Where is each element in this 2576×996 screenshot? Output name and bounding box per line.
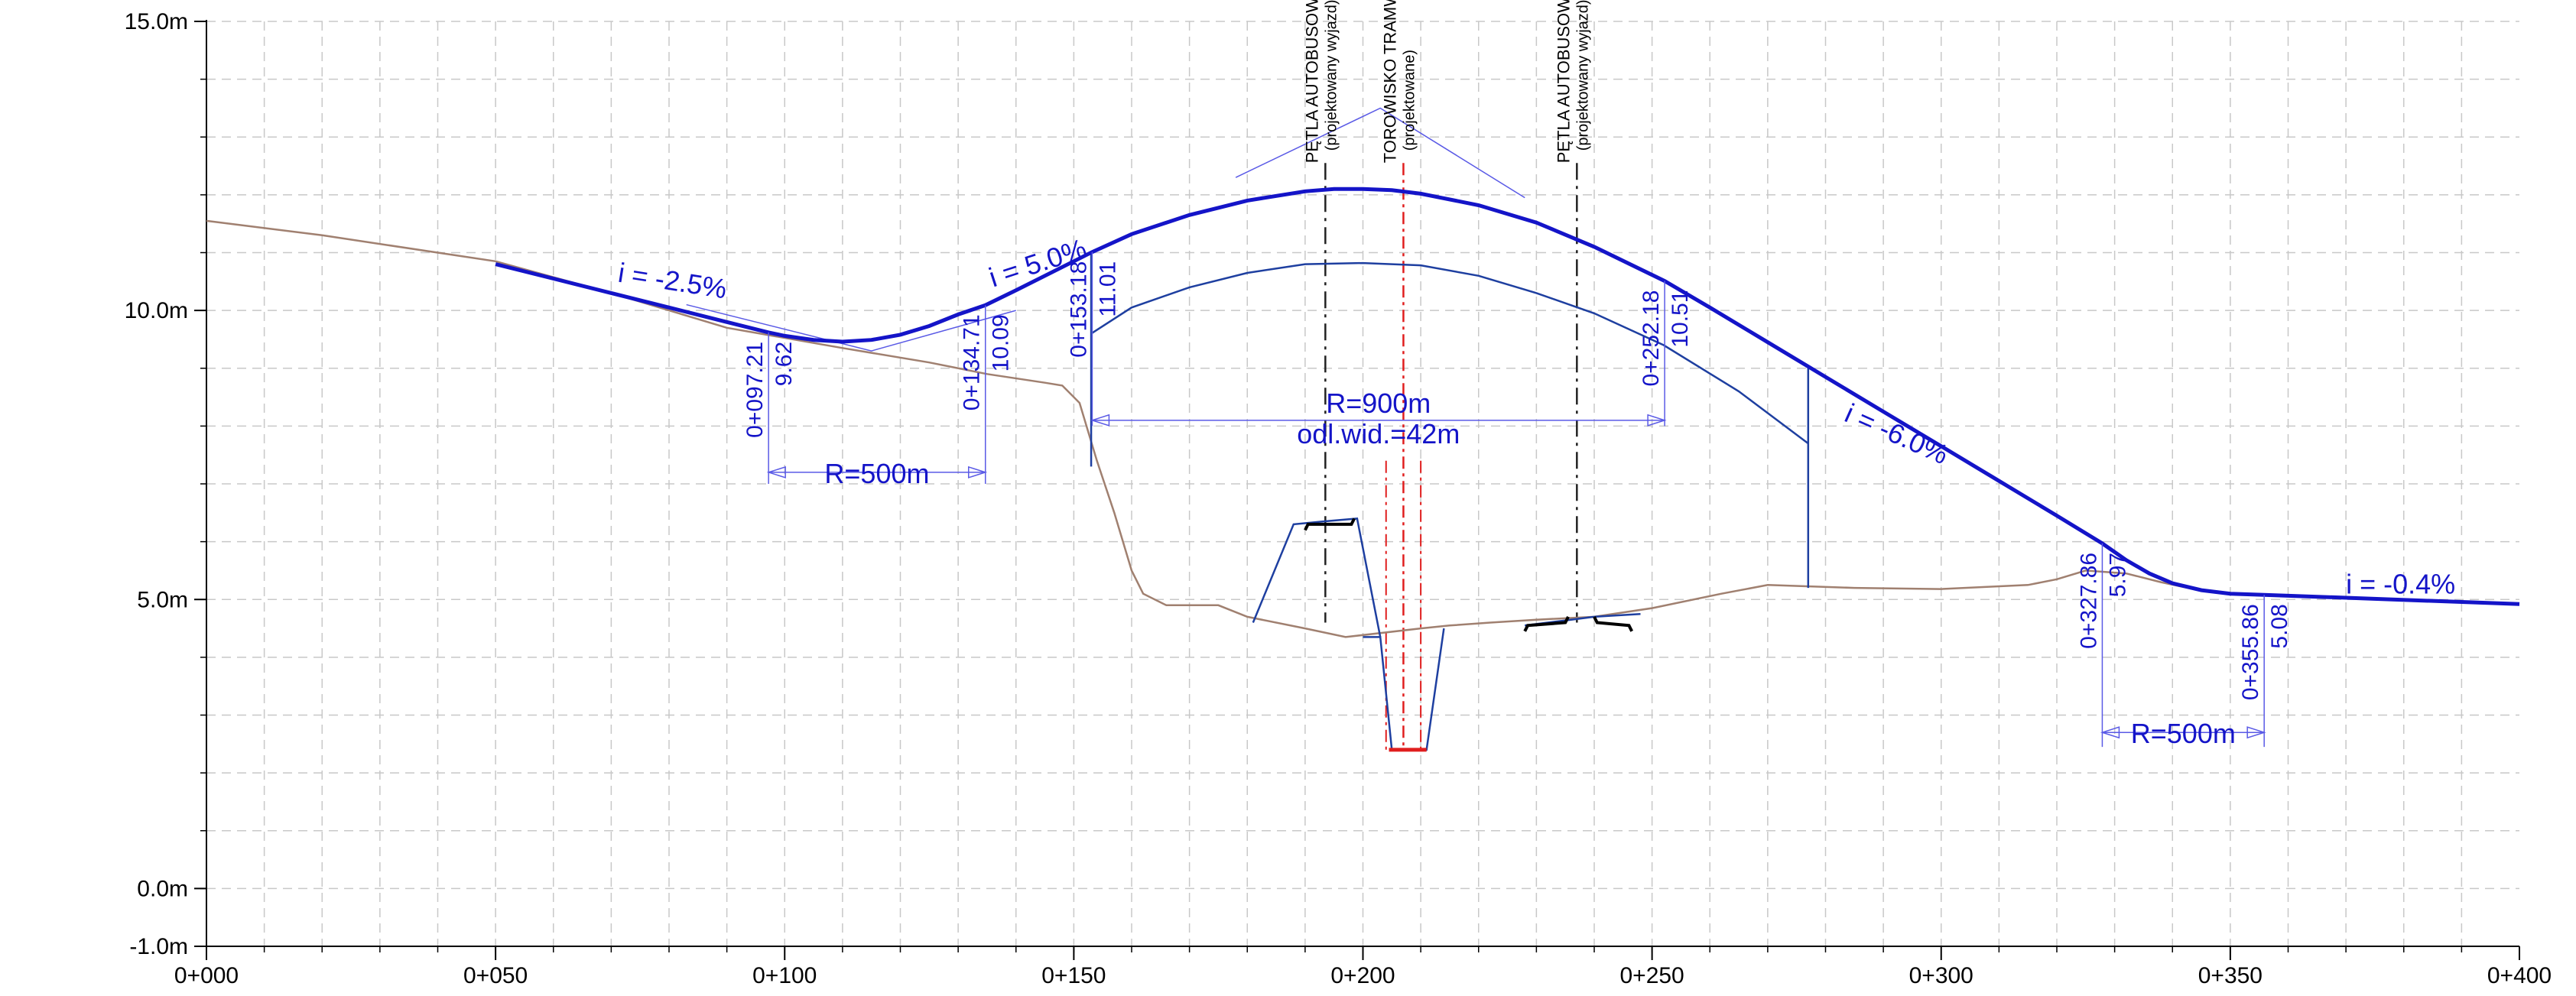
- inner-structure-curve: [1090, 261, 1809, 445]
- annotations: i = -2.5% i = 5.0%i = -6.0%i = -0.4%0+097…: [616, 0, 2456, 749]
- radius-arrow-left: [2100, 726, 2120, 739]
- curb-marker: [1593, 616, 1633, 632]
- structure-subtitle: (projektowane): [1401, 50, 1418, 151]
- radius-arrow-right: [2246, 726, 2266, 739]
- slope-label: i = -0.4%: [2346, 569, 2455, 600]
- vertical-curve-station: 0+097.21: [742, 342, 768, 438]
- slope-label: i = -6.0%: [1840, 397, 1953, 471]
- x-tick-label: 0+400: [2487, 963, 2552, 988]
- radius-sublabel: odl.wid.=42m: [1297, 418, 1460, 449]
- radius-label: R=500m: [824, 458, 929, 489]
- y-tick-label: 0.0m: [137, 876, 188, 901]
- x-tick-label: 0+150: [1041, 963, 1106, 988]
- x-tick-label: 0+000: [174, 963, 239, 988]
- y-tick-label: 15.0m: [125, 9, 188, 34]
- vertical-curve-elevation: 9.62: [772, 342, 797, 386]
- curb-marker: [1523, 616, 1570, 632]
- structure-title: PĘTLA AUTOBUSOWA: [1554, 0, 1573, 163]
- bus-loop-ramp-left: [1252, 517, 1382, 638]
- x-tick-label: 0+350: [2198, 963, 2263, 988]
- y-tick-label: -1.0m: [129, 934, 188, 959]
- radius-arrow-right: [967, 466, 988, 479]
- grid: [206, 21, 2519, 946]
- vertical-curve-station: 0+153.18: [1066, 261, 1091, 358]
- vertical-curve-elevation: 5.97: [2105, 553, 2130, 597]
- vertical-curve-elevation: 11.01: [1095, 261, 1120, 317]
- radius-label: R=900m: [1326, 388, 1431, 419]
- vertical-curve-station: 0+355.86: [2238, 604, 2263, 700]
- structure-subtitle: (projektowany wyjazd): [1574, 0, 1591, 151]
- vertical-curve-station: 0+252.18: [1639, 290, 1664, 387]
- axes: 15.0m 10.0m 5.0m 0.0m -1.0m 0+000 0+050 0+100 0+…: [125, 9, 2552, 988]
- design-grade-line: [495, 187, 2520, 606]
- vertical-curve-elevation: 10.09: [989, 314, 1014, 371]
- radius-arrow-left: [1090, 414, 1110, 427]
- vertical-curve-elevation: 5.08: [2267, 604, 2292, 648]
- vertical-curve-station: 0+134.71: [960, 314, 985, 410]
- profile-lines: [206, 107, 2520, 752]
- vertical-curve-elevation: 10.51: [1668, 290, 1693, 348]
- radius-label: R=500m: [2131, 718, 2236, 749]
- vertical-curve-station: 0+327.86: [2076, 553, 2101, 649]
- existing-ground-line: [206, 219, 2243, 638]
- x-tick-label: 0+050: [463, 963, 528, 988]
- structure-title: PĘTLA AUTOBUSOWA: [1302, 0, 1321, 163]
- tangent-lines-left: [686, 303, 1016, 352]
- structure-subtitle: (projektowany wyjazd): [1323, 0, 1340, 151]
- structure-title: TOROWISKO TRAMWAJOWE: [1380, 0, 1399, 163]
- tangent-lines-crest: [1235, 107, 1525, 199]
- curb-marker: [1304, 517, 1356, 531]
- x-tick-label: 0+200: [1330, 963, 1395, 988]
- radius-arrow-right: [1647, 414, 1667, 427]
- y-tick-label: 10.0m: [125, 298, 188, 323]
- radius-arrow-left: [766, 466, 786, 479]
- y-tick-label: 5.0m: [137, 587, 188, 612]
- x-tick-label: 0+300: [1909, 963, 1973, 988]
- x-tick-label: 0+100: [752, 963, 817, 988]
- x-tick-label: 0+250: [1619, 963, 1684, 988]
